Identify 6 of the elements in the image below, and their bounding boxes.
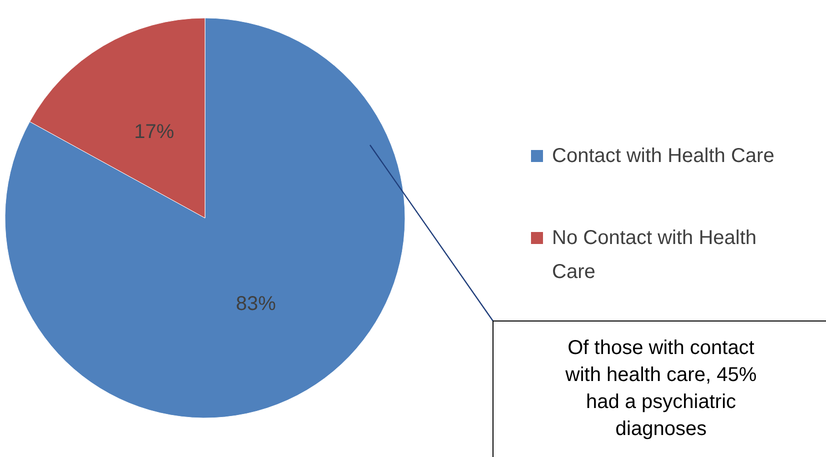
legend-label: Contact with Health Care bbox=[552, 145, 774, 167]
data-label: 17% bbox=[134, 120, 174, 143]
pie-slice bbox=[4, 18, 406, 418]
text: Of those with contact with health care, 45% had a psychiatric diagnoses bbox=[564, 337, 757, 440]
legend-label: No Contact with Health Care bbox=[552, 227, 757, 283]
data-label: 83% bbox=[236, 293, 276, 316]
